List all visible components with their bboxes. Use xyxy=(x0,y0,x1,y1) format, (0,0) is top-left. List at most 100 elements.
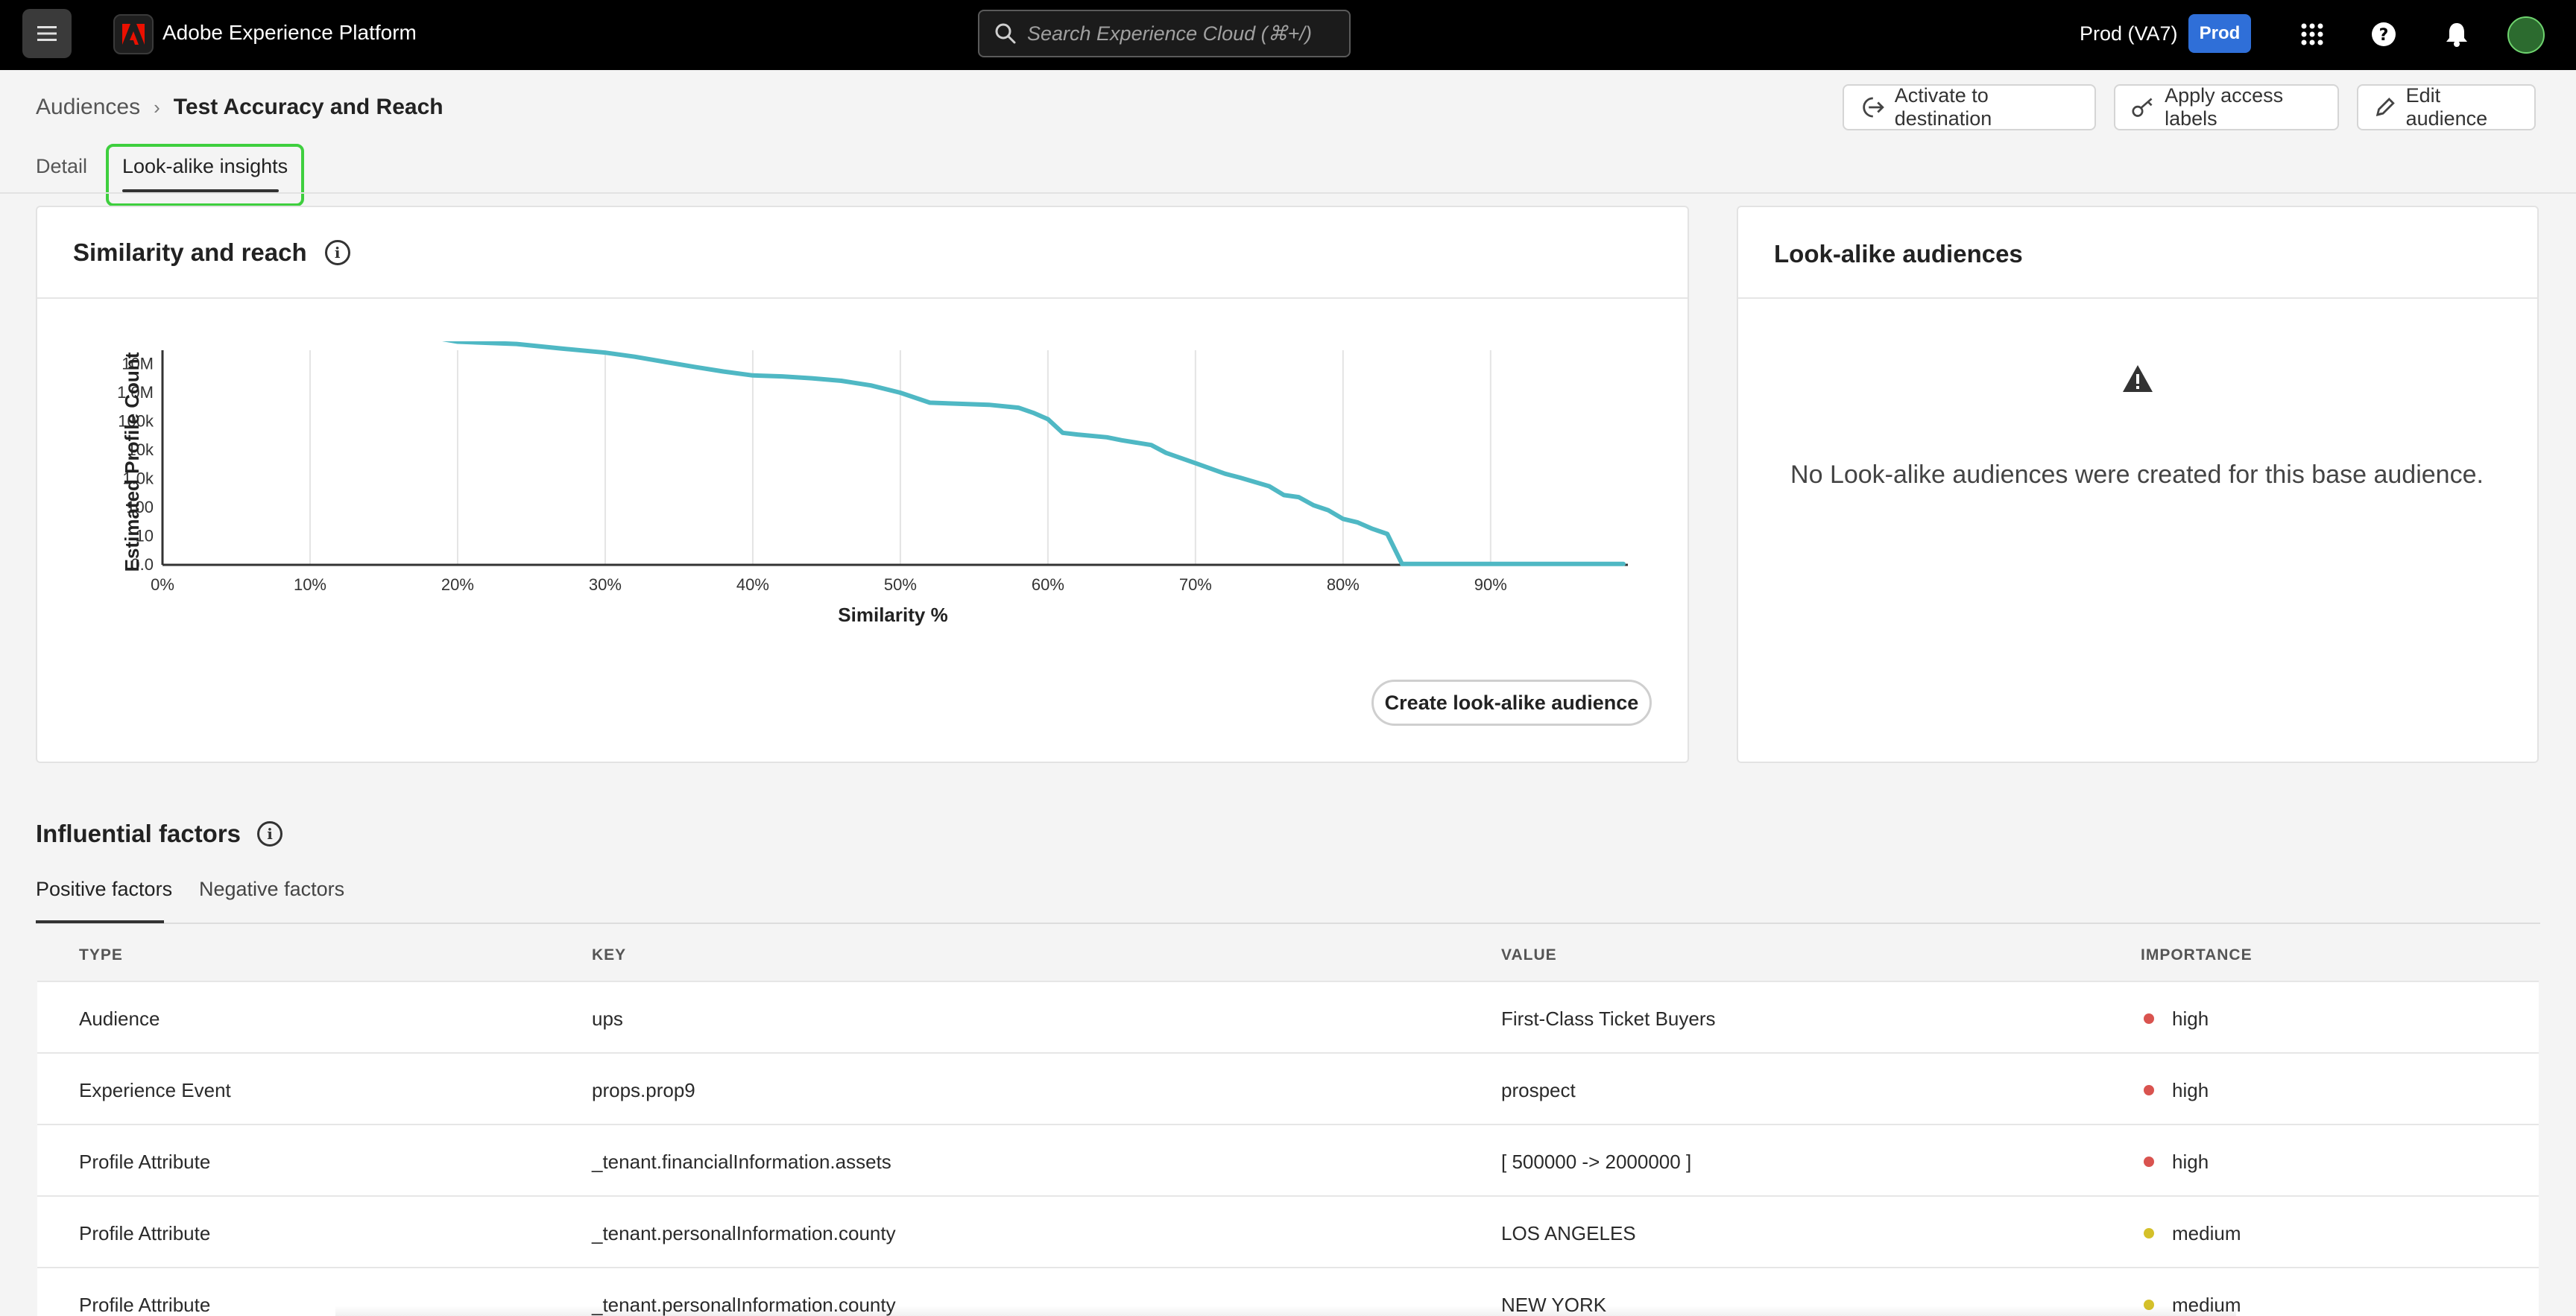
similarity-reach-title: Similarity and reach xyxy=(73,238,307,266)
search-placeholder: Search Experience Cloud (⌘+/) xyxy=(1027,22,1312,45)
table-header: TYPE KEY VALUE IMPORTANCE xyxy=(37,924,2539,981)
active-tab-indicator xyxy=(122,189,279,192)
tab-highlight-box xyxy=(106,144,304,206)
cell-importance: medium xyxy=(2172,1294,2241,1316)
breadcrumb-audiences-link[interactable]: Audiences xyxy=(36,95,141,119)
tab-positive-factors[interactable]: Positive factors xyxy=(36,878,173,900)
tab-negative-factors[interactable]: Negative factors xyxy=(199,878,345,900)
tab-look-alike-insights[interactable]: Look-alike insights xyxy=(122,155,288,177)
series-line xyxy=(442,341,1626,566)
cell-type: Profile Attribute xyxy=(79,1222,211,1244)
column-header-key[interactable]: KEY xyxy=(592,946,627,964)
importance-high-dot xyxy=(2144,1085,2154,1095)
sandbox-badge[interactable]: Prod xyxy=(2188,14,2251,53)
similarity-reach-title-wrap: Similarity and reach i xyxy=(73,238,350,267)
access-labels-label: Apply access labels xyxy=(2165,84,2284,130)
x-axis-title: Similarity % xyxy=(838,604,947,626)
table-row[interactable]: Audience ups First-Class Ticket Buyers h… xyxy=(37,981,2539,1052)
app-title[interactable]: Adobe Experience Platform xyxy=(162,21,417,44)
header-divider xyxy=(0,192,2576,194)
breadcrumb: Audiences › Test Accuracy and Reach xyxy=(36,95,443,120)
help-icon[interactable]: ? xyxy=(2367,18,2400,51)
search-icon xyxy=(995,23,1016,44)
cell-type: Profile Attribute xyxy=(79,1151,211,1173)
empty-state-message: No Look-alike audiences were created for… xyxy=(1790,461,2484,489)
importance-high-dot xyxy=(2144,1013,2154,1024)
cell-key: _tenant.financialInformation.assets xyxy=(592,1151,891,1173)
influential-factors-table: TYPE KEY VALUE IMPORTANCE Audience ups F… xyxy=(37,924,2539,1316)
top-navigation-bar: Adobe Experience Platform Search Experie… xyxy=(0,0,2576,70)
influential-factors-title: Influential factors xyxy=(36,820,242,847)
key-icon xyxy=(2132,98,2153,117)
org-switcher[interactable]: Prod (VA7) xyxy=(2080,22,2178,45)
y-tick-label: 10k xyxy=(127,440,154,459)
info-icon[interactable]: i xyxy=(324,240,350,265)
cell-importance: medium xyxy=(2172,1222,2241,1244)
influential-factors-heading: Influential factors i xyxy=(36,820,283,848)
user-avatar[interactable] xyxy=(2507,16,2545,54)
card-divider xyxy=(37,297,1688,299)
column-header-importance[interactable]: IMPORTANCE xyxy=(2141,946,2253,964)
similarity-reach-chart: 0% 10% 20% 30% 40% 50% 60% 70% 80% 90% 0.0 10 100 1.0… xyxy=(117,341,1628,626)
column-header-value[interactable]: VALUE xyxy=(1501,946,1557,964)
importance-high-dot xyxy=(2144,1157,2154,1167)
create-look-alike-audience-button[interactable]: Create look-alike audience xyxy=(1371,680,1652,726)
cell-key: ups xyxy=(592,1007,623,1030)
importance-medium-dot xyxy=(2144,1228,2154,1239)
cell-type: Audience xyxy=(79,1007,160,1030)
cell-importance: high xyxy=(2172,1007,2209,1030)
y-tick-label: 0.0 xyxy=(130,555,154,574)
y-axis-title: Estimated Profile Count xyxy=(121,352,143,572)
cell-value: [ 500000 -> 2000000 ] xyxy=(1501,1151,1692,1173)
cell-value: prospect xyxy=(1501,1079,1576,1101)
cell-key: props.prop9 xyxy=(592,1079,695,1101)
cell-value: NEW YORK xyxy=(1501,1294,1607,1316)
y-tick-label: 1.0k xyxy=(122,469,154,488)
column-header-type[interactable]: TYPE xyxy=(79,946,123,964)
cell-value: First-Class Ticket Buyers xyxy=(1501,1007,1716,1030)
warning-icon xyxy=(2121,364,2154,397)
scroll-shadow xyxy=(335,1306,2236,1316)
cell-type: Experience Event xyxy=(79,1079,231,1101)
y-tick-label: 10M xyxy=(121,355,154,373)
cell-type: Profile Attribute xyxy=(79,1294,211,1316)
page-title: Test Accuracy and Reach xyxy=(173,95,443,119)
x-tick-label: 40% xyxy=(736,575,769,594)
x-tick-label: 80% xyxy=(1327,575,1360,594)
x-tick-label: 10% xyxy=(294,575,326,594)
info-icon[interactable]: i xyxy=(257,821,283,847)
card-divider xyxy=(1738,297,2537,299)
export-arrow-icon xyxy=(1863,97,1884,118)
hamburger-menu-icon[interactable] xyxy=(22,9,72,58)
cell-key: _tenant.personalInformation.county xyxy=(592,1222,896,1244)
adobe-logo-icon[interactable] xyxy=(113,14,154,54)
similarity-reach-card: Similarity and reach i 0% 10% 20% 30% 40% 50%… xyxy=(36,206,1689,763)
edit-audience-button[interactable]: Edit audience xyxy=(2357,84,2536,130)
look-alike-audiences-title: Look-alike audiences xyxy=(1774,240,2023,268)
activate-to-destination-button[interactable]: Activate to destination xyxy=(1843,84,2096,130)
y-tick-label: 100k xyxy=(118,412,154,431)
y-tick-label: 10 xyxy=(136,527,154,545)
sub-tab-divider xyxy=(36,923,2540,924)
edit-label: Edit audience xyxy=(2405,84,2488,130)
table-row[interactable]: Profile Attribute _tenant.personalInform… xyxy=(37,1195,2539,1267)
table-row[interactable]: Profile Attribute _tenant.personalInform… xyxy=(37,1267,2539,1316)
table-row[interactable]: Experience Event props.prop9 prospect hi… xyxy=(37,1052,2539,1124)
x-tick-label: 90% xyxy=(1474,575,1507,594)
svg-text:?: ? xyxy=(2379,26,2389,45)
apps-grid-icon[interactable] xyxy=(2296,18,2329,51)
y-tick-label: 1.0M xyxy=(117,383,154,402)
search-input[interactable]: Search Experience Cloud (⌘+/) xyxy=(978,10,1351,57)
active-subtab-indicator xyxy=(36,920,164,923)
y-tick-label: 100 xyxy=(126,498,154,516)
table-row[interactable]: Profile Attribute _tenant.financialInfor… xyxy=(37,1124,2539,1195)
tab-detail[interactable]: Detail xyxy=(36,155,88,177)
pencil-icon xyxy=(2375,98,2395,117)
chevron-right-icon: › xyxy=(154,95,160,118)
notifications-bell-icon[interactable] xyxy=(2440,18,2473,51)
x-tick-label: 0% xyxy=(151,575,174,594)
apply-access-labels-button[interactable]: Apply access labels xyxy=(2114,84,2339,130)
importance-medium-dot xyxy=(2144,1300,2154,1310)
x-tick-label: 30% xyxy=(589,575,622,594)
cell-importance: high xyxy=(2172,1079,2209,1101)
